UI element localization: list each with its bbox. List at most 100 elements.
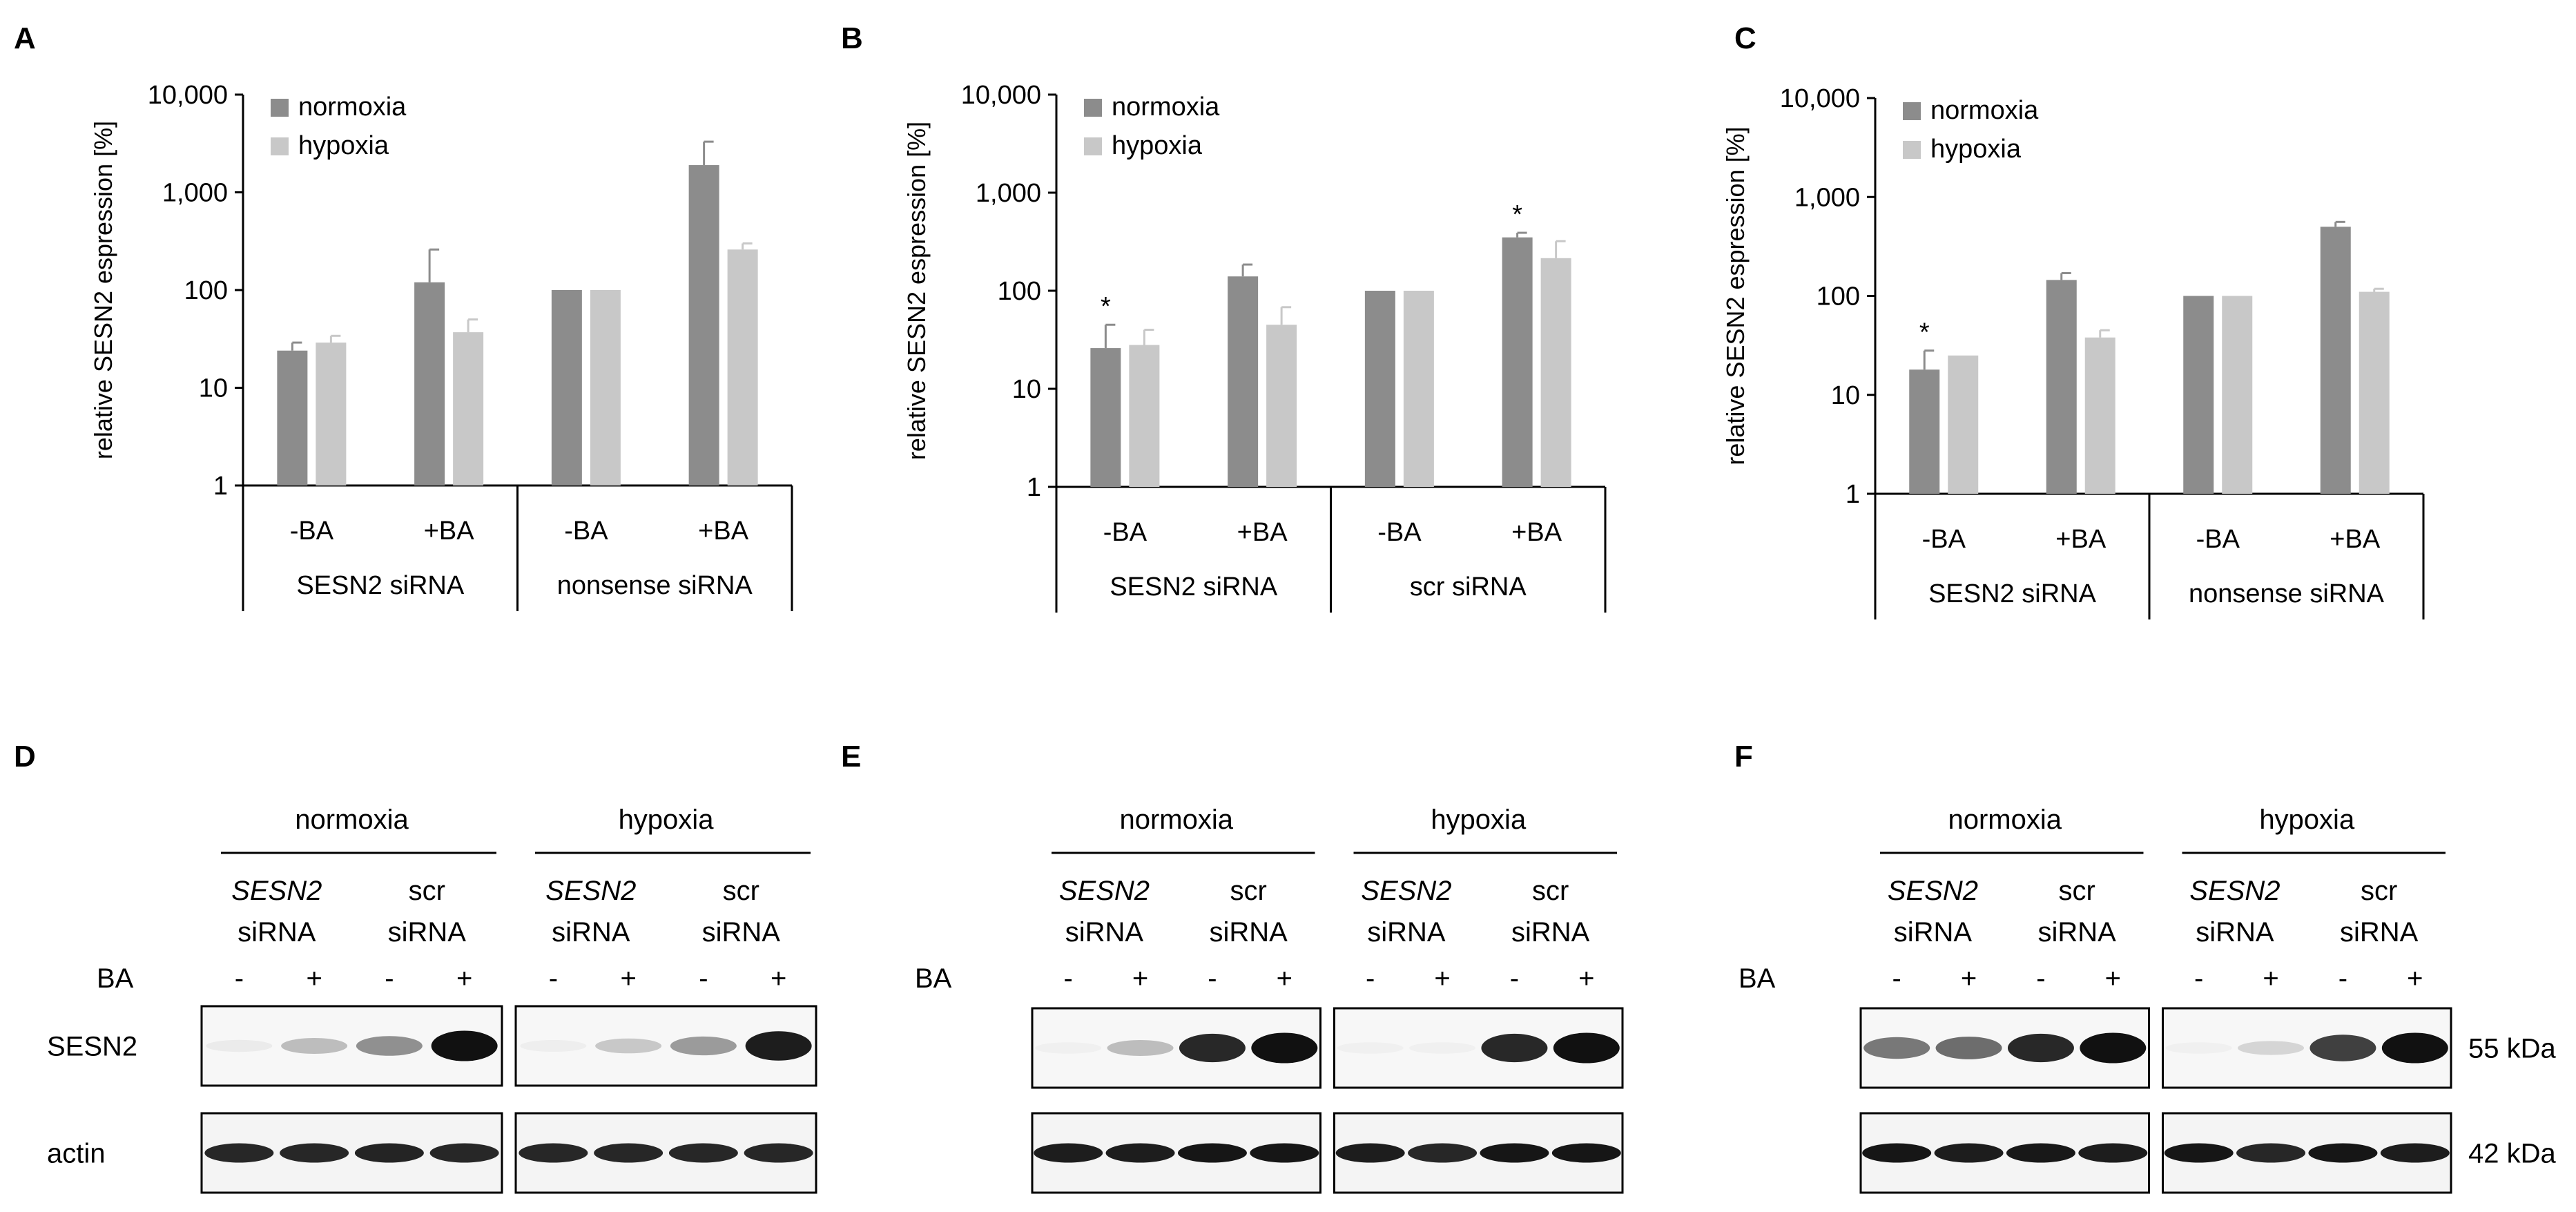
condition-label: hypoxia — [1431, 805, 1527, 835]
y-tick-label: 1 — [1027, 473, 1041, 502]
ba-sign: - — [1064, 963, 1073, 994]
sirna-name: SESN2 — [545, 876, 636, 906]
actin-band — [519, 1143, 588, 1163]
y-axis-label: relative SESN2 espression [%] — [89, 121, 117, 459]
x-tick-label: -BA — [1377, 518, 1422, 547]
sirna-suffix: siRNA — [2196, 917, 2274, 948]
actin-band — [2236, 1143, 2306, 1163]
bar-hypoxia — [2084, 337, 2115, 494]
sirna-name: SESN2 — [1361, 876, 1451, 906]
y-tick-label: 100 — [998, 277, 1041, 306]
x-tick-label: +BA — [424, 517, 475, 546]
sirna-name: scr — [1230, 876, 1266, 906]
actin-band — [668, 1143, 738, 1163]
sesn2-band — [2238, 1041, 2305, 1055]
bar-hypoxia — [1403, 291, 1434, 487]
row-label-actin: actin — [47, 1139, 106, 1169]
x-tick-label: -BA — [290, 517, 334, 546]
sirna-suffix: siRNA — [702, 917, 781, 948]
condition-label: hypoxia — [2259, 805, 2355, 835]
ba-sign: + — [306, 963, 322, 994]
sesn2-band — [2309, 1035, 2376, 1061]
panel-letter: B — [841, 21, 863, 55]
ba-sign: - — [385, 963, 394, 994]
sesn2-band — [520, 1039, 587, 1052]
bar-normoxia — [2183, 296, 2214, 494]
sirna-suffix: siRNA — [1065, 917, 1144, 948]
sesn2-band — [356, 1036, 423, 1056]
panel-letter: F — [1734, 740, 1753, 773]
x-tick-label: -BA — [1922, 525, 1966, 554]
actin-band — [2308, 1143, 2378, 1163]
x-tick-label: -BA — [564, 517, 608, 546]
panel-letter: A — [14, 21, 36, 55]
ba-sign: + — [456, 963, 472, 994]
ba-sign: - — [1366, 963, 1375, 994]
actin-band — [1034, 1143, 1103, 1163]
legend-label: hypoxia — [1112, 131, 1203, 160]
y-tick-label: 10 — [1831, 381, 1860, 410]
size-label-42: 42 kDa — [2468, 1139, 2556, 1169]
ba-sign: - — [549, 963, 558, 994]
sesn2-band — [1251, 1032, 1318, 1064]
y-tick-label: 10 — [1012, 375, 1041, 404]
bar-normoxia — [1502, 237, 1533, 487]
condition-label: hypoxia — [619, 805, 715, 835]
y-tick-label: 10,000 — [148, 81, 228, 110]
sesn2-band — [1179, 1033, 1246, 1063]
sesn2-blot-frame — [200, 1005, 503, 1087]
bar-normoxia — [1090, 348, 1121, 487]
sesn2-band — [670, 1036, 737, 1056]
ba-label: BA — [1739, 963, 1776, 994]
condition-label: normoxia — [295, 805, 409, 835]
panel-letter: C — [1734, 21, 1756, 55]
legend-swatch-hypoxia — [1084, 137, 1102, 155]
ba-sign: + — [2407, 963, 2423, 994]
y-tick-label: 10,000 — [961, 81, 1041, 110]
legend-swatch-normoxia — [1084, 99, 1102, 117]
ba-sign: + — [2263, 963, 2278, 994]
sirna-name: scr — [723, 876, 759, 906]
actin-band — [354, 1143, 424, 1163]
sesn2-band — [1863, 1037, 1930, 1059]
y-tick-label: 100 — [1817, 282, 1860, 311]
ba-sign: - — [1892, 963, 1901, 994]
x-tick-label: +BA — [2055, 525, 2107, 554]
sesn2-band — [206, 1039, 273, 1052]
sesn2-band — [745, 1031, 812, 1061]
ba-sign: + — [771, 963, 786, 994]
y-tick-label: 1 — [1846, 480, 1860, 509]
ba-sign: + — [2105, 963, 2121, 994]
size-label-55: 55 kDa — [2468, 1034, 2556, 1064]
legend-swatch-hypoxia — [1903, 141, 1921, 159]
bar-hypoxia — [590, 290, 621, 485]
y-axis-label: relative SESN2 espression [%] — [1721, 126, 1750, 465]
ba-sign: + — [1578, 963, 1594, 994]
sirna-name: scr — [1532, 876, 1569, 906]
ba-sign: - — [2338, 963, 2347, 994]
bar-hypoxia — [1540, 258, 1571, 487]
actin-band — [2380, 1143, 2450, 1163]
group-label: SESN2 siRNA — [1110, 573, 1277, 602]
legend-label: normoxia — [1112, 93, 1220, 122]
bar-hypoxia — [2359, 291, 2390, 494]
actin-band — [744, 1143, 813, 1163]
y-tick-label: 1 — [213, 472, 228, 501]
sesn2-band — [281, 1038, 348, 1054]
sirna-name: SESN2 — [2189, 876, 2280, 906]
significance-marker: * — [1512, 200, 1522, 229]
ba-label: BA — [915, 963, 952, 994]
sirna-name: scr — [2361, 876, 2397, 906]
bar-normoxia — [2046, 280, 2077, 494]
ba-sign: + — [1961, 963, 1977, 994]
y-tick-label: 1,000 — [1794, 183, 1860, 212]
actin-band — [594, 1143, 664, 1163]
legend-label: hypoxia — [1930, 135, 2022, 164]
bar-hypoxia — [1129, 345, 1160, 487]
ba-sign: - — [235, 963, 244, 994]
y-tick-label: 1,000 — [162, 179, 228, 208]
sirna-suffix: siRNA — [388, 917, 467, 948]
sesn2-band — [1553, 1032, 1620, 1064]
actin-band — [1408, 1143, 1478, 1163]
